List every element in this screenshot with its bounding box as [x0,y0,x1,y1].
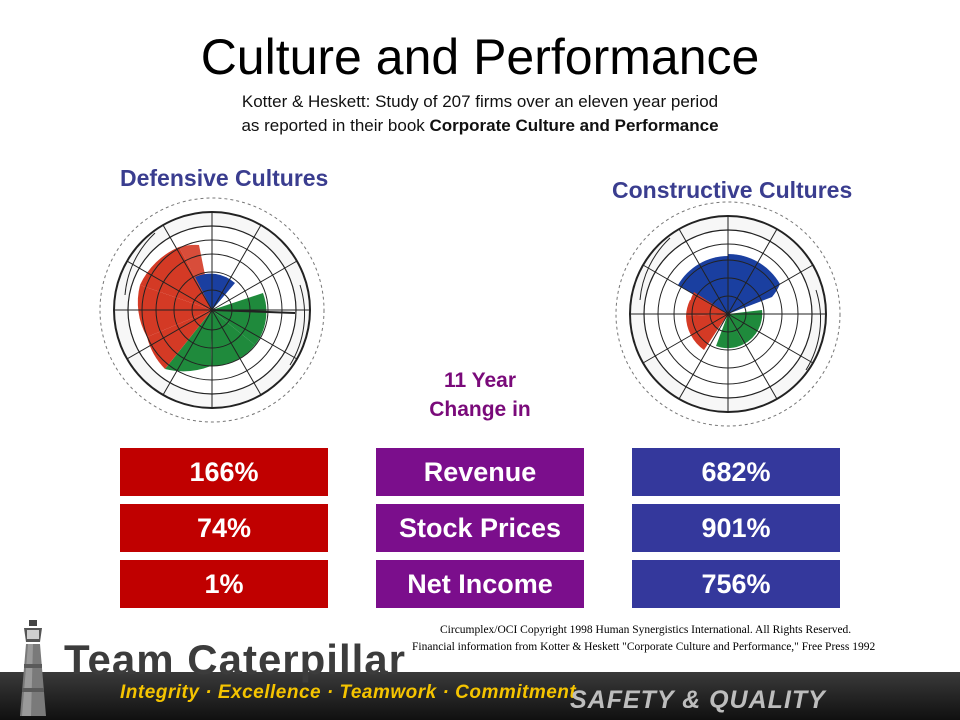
lighthouse-logo-icon [20,620,46,716]
constructive-revenue-value: 682% [632,448,840,496]
constructive-circumplex [615,201,841,427]
metric-stock-prices-label: Stock Prices [376,504,584,552]
constructive-circumplex-graphic [615,201,841,427]
subtitle-prefix: as reported in their book [241,116,430,135]
footer-bar [0,672,960,720]
safety-quality-tagline: SAFETY & QUALITY [570,686,826,714]
change-label: 11 Year Change in [380,366,580,424]
financial-source-credit: Financial information from Kotter & Hesk… [412,641,876,653]
defensive-stock-prices-value: 74% [120,504,328,552]
subtitle-line-2: as reported in their book Corporate Cult… [0,116,960,136]
defensive-circumplex [99,197,325,423]
metric-net-income-label: Net Income [376,560,584,608]
constructive-stock-prices-value: 901% [632,504,840,552]
copyright-credit: Circumplex/OCI Copyright 1998 Human Syne… [440,624,852,636]
defensive-cultures-heading: Defensive Cultures [120,165,329,191]
defensive-revenue-value: 166% [120,448,328,496]
metric-revenue-label: Revenue [376,448,584,496]
book-title: Corporate Culture and Performance [429,116,719,135]
subtitle-line-1: Kotter & Heskett: Study of 207 firms ove… [241,92,719,111]
change-label-line-1: 11 Year [443,369,517,392]
constructive-cultures-heading: Constructive Cultures [612,177,853,203]
change-label-line-2: Change in [429,398,531,421]
defensive-circumplex-graphic [99,197,325,423]
brand-name: Team Caterpillar [64,636,407,683]
constructive-net-income-value: 756% [632,560,840,608]
page-title: Culture and Performance [200,29,760,85]
values-line: Integrity · Excellence · Teamwork · Comm… [120,682,577,703]
defensive-net-income-value: 1% [120,560,328,608]
